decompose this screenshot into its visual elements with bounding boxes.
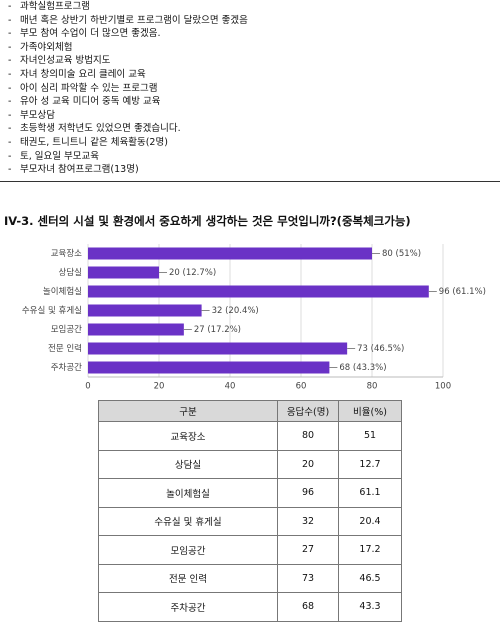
value-label: 32 (20.4%): [212, 306, 259, 316]
chart: 0 20 40 60 80 100 교육장소 80 (51%) 상담실 20 (12.7%) 놀이체…: [22, 244, 486, 392]
y-tick-label: 전문 인력: [48, 343, 82, 354]
list-item: 가족야외체험: [8, 41, 248, 55]
table-row: 교육장소 80 51: [98, 421, 402, 451]
bar: [88, 323, 184, 336]
list-item: 자녀 창의미술 요리 클레이 교육: [8, 68, 248, 82]
list-item: 매년 혹은 상반기 하반기별로 프로그램이 달랐으면 좋겠음: [8, 14, 248, 28]
bar: [88, 247, 372, 260]
table-cell: 27: [277, 535, 339, 565]
list-item: 부모자녀 참여프로그램(13명): [8, 163, 248, 177]
table-body: 교육장소 80 51 상담실 20 12.7 놀이체험실 96 61.1 수유실 및 휴게실 32 2…: [98, 421, 402, 622]
value-label: 20 (12.7%): [169, 268, 216, 278]
list-item: 부모상담: [8, 109, 248, 123]
table-header: 구분 응답수(명) 비율(%): [98, 400, 402, 422]
bar: [88, 266, 159, 279]
bar: [88, 285, 429, 298]
divider: [0, 181, 500, 182]
value-label: 73 (46.5%): [357, 344, 404, 354]
list-item: 태권도, 트니트니 같은 체육활동(2명): [8, 136, 248, 150]
x-tick-label: 40: [225, 382, 236, 392]
value-label: 68 (43.3%): [339, 363, 386, 373]
table-cell: 12.7: [338, 449, 402, 479]
table-row: 전문 인력 73 46.5: [98, 563, 402, 593]
x-tick-label: 60: [296, 382, 307, 392]
x-tick-label: 80: [367, 382, 378, 392]
y-tick-label: 교육장소: [51, 248, 82, 259]
list-item: 초등학생 저학년도 있었으면 좋겠습니다.: [8, 122, 248, 136]
table-cell: 수유실 및 휴게실: [98, 506, 278, 536]
y-tick-label: 모임공간: [51, 324, 82, 335]
table-cell: 96: [277, 478, 339, 508]
table-cell: 61.1: [338, 478, 402, 508]
y-tick-label: 놀이체험실: [43, 286, 82, 297]
header-cell: 응답수(명): [277, 400, 339, 422]
table-cell: 상담실: [98, 449, 278, 479]
header-cell: 구분: [98, 400, 278, 422]
y-tick-label: 상담실: [59, 267, 82, 278]
list-item: 토, 일요일 부모교육: [8, 150, 248, 164]
bar: [88, 361, 330, 374]
list-item: 유아 성 교육 미디어 중독 예방 교육: [8, 95, 248, 109]
page: 과학실험프로그램매년 혹은 상반기 하반기별로 프로그램이 달랐으면 좋겠음부모…: [0, 0, 500, 593]
table-cell: 전문 인력: [98, 563, 278, 593]
x-tick-label: 0: [85, 382, 90, 392]
table-cell: 20: [277, 449, 339, 479]
table-cell: 43.3: [338, 592, 402, 622]
table-cell: 20.4: [338, 506, 402, 536]
header-cell: 비율(%): [338, 400, 402, 422]
bar: [88, 304, 202, 317]
value-label: 96 (61.1%): [439, 287, 486, 297]
section-title: IV-3. 센터의 시설 및 환경에서 중요하게 생각하는 것은 무엇입니까?(…: [4, 214, 411, 228]
table-cell: 놀이체험실: [98, 478, 278, 508]
table-cell: 32: [277, 506, 339, 536]
table-cell: 교육장소: [98, 421, 278, 451]
table-cell: 73: [277, 563, 339, 593]
table-row: 상담실 20 12.7: [98, 449, 402, 479]
value-label: 80 (51%): [382, 249, 421, 259]
x-tick-label: 20: [154, 382, 165, 392]
table-row: 모임공간 27 17.2: [98, 535, 402, 565]
table-cell: 68: [277, 592, 339, 622]
list-item: 자녀인성교육 방법지도: [8, 54, 248, 68]
table-cell: 주차공간: [98, 592, 278, 622]
table-row: 주차공간 68 43.3: [98, 592, 402, 622]
table-cell: 46.5: [338, 563, 402, 593]
table-cell: 51: [338, 421, 402, 451]
bar: [88, 342, 348, 355]
list-item: 부모 참여 수업이 더 많으면 좋겠음.: [8, 27, 248, 41]
list-item: 과학실험프로그램: [8, 0, 248, 14]
table-cell: 80: [277, 421, 339, 451]
table-cell: 모임공간: [98, 535, 278, 565]
table-cell: 17.2: [338, 535, 402, 565]
comment-list: 과학실험프로그램매년 혹은 상반기 하반기별로 프로그램이 달랐으면 좋겠음부모…: [8, 0, 248, 177]
x-tick-label: 100: [435, 382, 451, 392]
y-tick-label: 수유실 및 휴게실: [22, 305, 82, 316]
y-tick-label: 주차공간: [51, 362, 82, 373]
table-row: 놀이체험실 96 61.1: [98, 478, 402, 508]
data-table: 구분 응답수(명) 비율(%) 교육장소 80 51 상담실 20 12.7 놀이체험실 96 61…: [98, 400, 402, 622]
list-item: 아이 심리 파악할 수 있는 프로그램: [8, 82, 248, 96]
value-label: 27 (17.2%): [194, 325, 241, 335]
table-row: 수유실 및 휴게실 32 20.4: [98, 506, 402, 536]
